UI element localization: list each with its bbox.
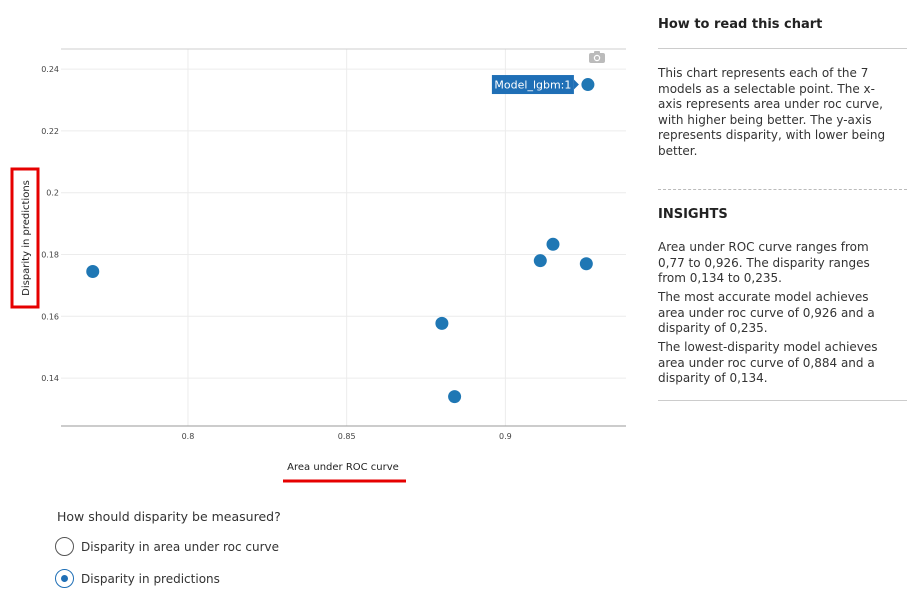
- insight-text: The most accurate model achieves area un…: [658, 290, 875, 335]
- point-tooltip: Model_lgbm:1: [491, 75, 579, 95]
- radio-label: Disparity in area under roc curve: [81, 539, 280, 554]
- radio-label: Disparity in predictions: [81, 571, 220, 586]
- how-to-read-text: This chart represents each of the 7 mode…: [658, 66, 886, 158]
- x-tick-label: 0.9: [499, 432, 512, 441]
- y-axis-highlight-box: [10, 167, 40, 309]
- tooltip-label: Model_lgbm:1: [494, 79, 571, 92]
- y-tick-label: 0.16: [41, 312, 59, 321]
- insight-text: Area under ROC curve ranges from 0,77 to…: [658, 240, 870, 285]
- radio-option-predictions[interactable]: Disparity in predictions: [55, 569, 220, 588]
- data-point[interactable]: [581, 78, 595, 92]
- disparity-question: How should disparity be measured?: [57, 509, 281, 524]
- radio-button[interactable]: [55, 537, 74, 556]
- x-tick-label: 0.85: [338, 432, 356, 441]
- x-axis-title: Area under ROC curve: [287, 462, 399, 473]
- tooltip-box: [491, 75, 574, 95]
- insights-title: INSIGHTS: [658, 207, 728, 222]
- tooltip-arrow: [573, 79, 579, 90]
- divider: [658, 400, 907, 401]
- data-point[interactable]: [533, 254, 547, 268]
- how-to-read-title: How to read this chart: [658, 17, 823, 32]
- camera-icon[interactable]: [588, 50, 606, 64]
- data-point[interactable]: [448, 390, 462, 404]
- x-tick-label: 0.8: [182, 432, 195, 441]
- y-tick-label: 0.22: [41, 127, 59, 136]
- y-tick-label: 0.2: [46, 189, 59, 198]
- insight-text: The lowest-disparity model achieves area…: [658, 340, 878, 385]
- y-tick-label: 0.18: [41, 250, 59, 259]
- data-point[interactable]: [435, 316, 449, 330]
- data-point[interactable]: [546, 237, 560, 251]
- scatter-chart: 0.14 0.16 0.18 0.2 0.22 0.24 0.8 0.85 0.9 Area un…: [10, 48, 626, 483]
- radio-option-auc[interactable]: Disparity in area under roc curve: [55, 537, 279, 556]
- data-point[interactable]: [86, 264, 100, 278]
- divider: [658, 189, 907, 190]
- radio-button-selected[interactable]: [55, 569, 74, 588]
- data-point[interactable]: [579, 257, 593, 271]
- y-tick-label: 0.14: [41, 374, 59, 383]
- y-axis-title: Disparity in predictions: [21, 180, 32, 296]
- divider: [658, 48, 907, 49]
- y-tick-label: 0.24: [41, 65, 59, 74]
